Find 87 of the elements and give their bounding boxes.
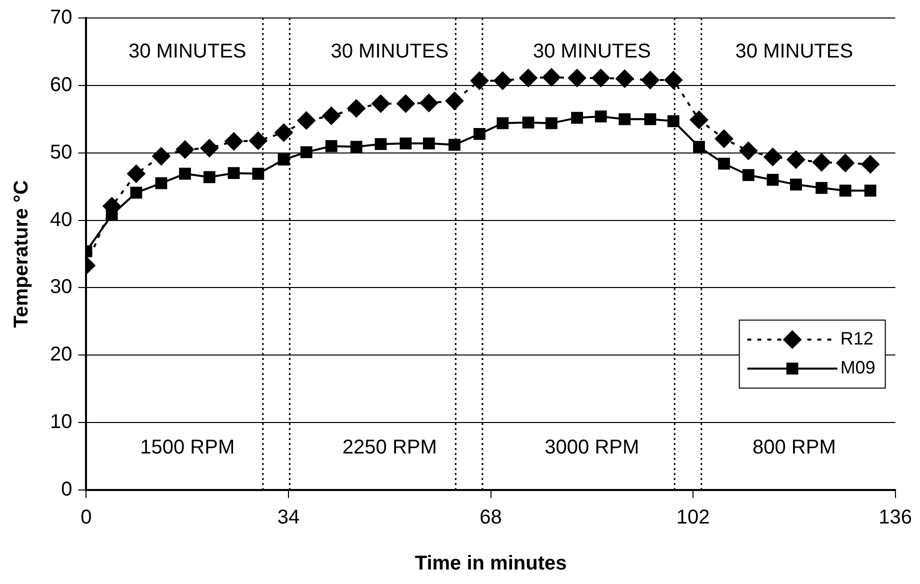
point bbox=[494, 72, 512, 90]
point bbox=[496, 117, 509, 130]
point bbox=[300, 146, 312, 158]
annotation: 1500 RPM bbox=[140, 436, 235, 459]
point bbox=[786, 150, 805, 169]
point bbox=[297, 111, 316, 130]
x-tick-label: 136 bbox=[878, 506, 912, 529]
point bbox=[861, 155, 880, 174]
annotation: 3000 RPM bbox=[544, 436, 640, 459]
point bbox=[618, 113, 631, 126]
point bbox=[228, 167, 240, 180]
point bbox=[374, 138, 387, 150]
annotation: 30 MINUTES bbox=[128, 40, 246, 63]
point bbox=[155, 177, 168, 190]
point bbox=[400, 137, 412, 150]
point bbox=[664, 71, 682, 90]
legend-label: R12 bbox=[840, 328, 874, 349]
legend-label: M09 bbox=[840, 358, 876, 378]
point bbox=[372, 94, 390, 113]
point bbox=[470, 72, 488, 90]
y-tick-label: 0 bbox=[61, 478, 72, 501]
point bbox=[739, 142, 758, 160]
point bbox=[322, 106, 340, 125]
point bbox=[816, 182, 828, 194]
y-tick-label: 20 bbox=[50, 344, 72, 366]
x-tick-label: 34 bbox=[277, 506, 300, 529]
point bbox=[571, 112, 583, 124]
annotation: 800 RPM bbox=[752, 436, 836, 459]
point bbox=[396, 94, 415, 113]
point bbox=[249, 132, 268, 150]
y-tick-label: 60 bbox=[50, 74, 72, 96]
point bbox=[641, 71, 660, 90]
point bbox=[594, 110, 607, 122]
point bbox=[203, 171, 216, 184]
x-axis-title: Time in minutes bbox=[414, 552, 567, 575]
point bbox=[864, 184, 876, 197]
y-tick-label: 10 bbox=[50, 411, 72, 434]
point bbox=[616, 70, 634, 88]
point bbox=[127, 164, 146, 183]
point bbox=[522, 116, 534, 128]
y-tick-label: 40 bbox=[50, 208, 72, 231]
point bbox=[152, 147, 170, 166]
point bbox=[448, 138, 460, 151]
point bbox=[252, 168, 264, 180]
x-tick-label: 102 bbox=[676, 506, 710, 529]
point bbox=[445, 92, 464, 110]
point bbox=[644, 113, 656, 126]
point bbox=[690, 110, 708, 129]
point bbox=[812, 153, 831, 172]
point bbox=[130, 186, 142, 199]
y-axis-title: Temperature °C bbox=[10, 180, 33, 328]
point bbox=[278, 154, 290, 166]
annotation: 30 MINUTES bbox=[735, 40, 854, 63]
point bbox=[790, 178, 802, 190]
point bbox=[718, 158, 730, 170]
point bbox=[347, 99, 366, 118]
point bbox=[766, 174, 779, 186]
annotation: 30 MINUTES bbox=[330, 40, 449, 63]
point bbox=[568, 69, 586, 88]
point bbox=[274, 124, 293, 142]
point bbox=[839, 184, 852, 197]
point bbox=[714, 130, 733, 148]
point bbox=[179, 168, 191, 180]
point bbox=[325, 140, 338, 152]
point bbox=[742, 169, 754, 182]
x-tick-label: 0 bbox=[80, 506, 92, 529]
annotation: 30 MINUTES bbox=[533, 40, 651, 63]
y-tick-label: 70 bbox=[50, 6, 72, 29]
point bbox=[176, 140, 194, 158]
annotation: 2250 RPM bbox=[342, 436, 437, 459]
y-tick-label: 30 bbox=[50, 276, 72, 298]
point bbox=[422, 137, 435, 150]
point bbox=[224, 132, 243, 150]
point bbox=[546, 117, 558, 130]
point bbox=[693, 140, 705, 153]
point bbox=[592, 69, 610, 88]
point bbox=[200, 139, 218, 158]
x-tick-label: 68 bbox=[480, 506, 502, 529]
y-tick-label: 50 bbox=[50, 141, 72, 164]
point bbox=[667, 115, 680, 128]
point bbox=[350, 140, 362, 153]
point bbox=[420, 94, 438, 112]
point bbox=[519, 69, 538, 88]
point bbox=[836, 154, 854, 172]
point bbox=[542, 68, 560, 86]
point bbox=[764, 148, 782, 166]
point bbox=[474, 128, 486, 140]
